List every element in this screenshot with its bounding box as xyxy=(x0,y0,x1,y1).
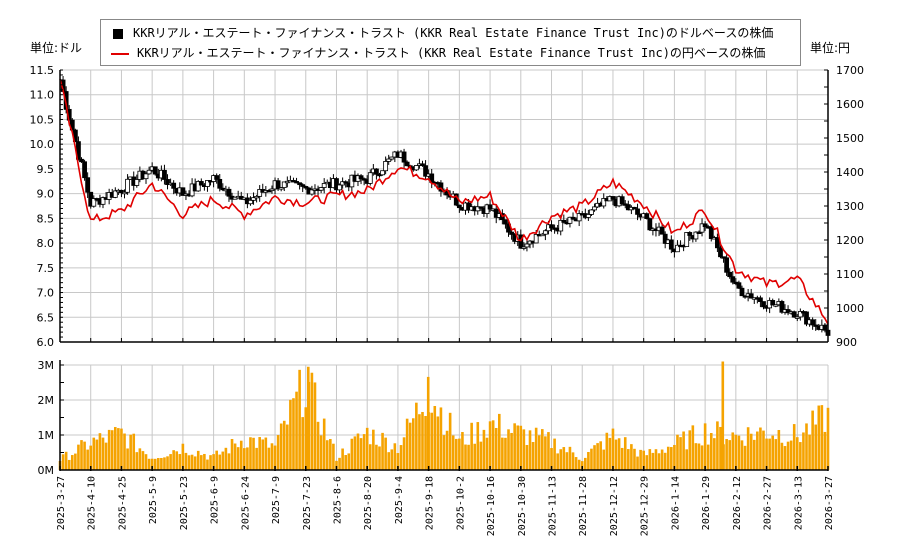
svg-text:2025-8-6: 2025-8-6 xyxy=(332,476,343,524)
svg-text:8.5: 8.5 xyxy=(37,212,55,225)
svg-text:7.0: 7.0 xyxy=(37,287,55,300)
svg-text:1500: 1500 xyxy=(836,132,864,145)
svg-text:2025-5-23: 2025-5-23 xyxy=(179,476,190,530)
svg-text:2025-9-4: 2025-9-4 xyxy=(394,476,405,524)
svg-text:2026-3-27: 2026-3-27 xyxy=(824,476,835,530)
svg-text:1100: 1100 xyxy=(836,268,864,281)
svg-text:2025-11-28: 2025-11-28 xyxy=(578,476,589,536)
volume-bars xyxy=(58,361,830,470)
svg-text:2M: 2M xyxy=(38,394,55,407)
svg-text:6.0: 6.0 xyxy=(37,336,55,349)
right-axis-unit: 単位:円 xyxy=(810,41,851,55)
svg-text:11.5: 11.5 xyxy=(30,64,55,77)
svg-text:2025-10-2: 2025-10-2 xyxy=(455,476,466,530)
svg-text:2025-7-23: 2025-7-23 xyxy=(302,476,313,530)
svg-text:1M: 1M xyxy=(38,429,55,442)
svg-text:8.0: 8.0 xyxy=(37,237,55,250)
chart-legend: KKRリアル・エステート・ファイナンス・トラスト (KKR Real Estat… xyxy=(100,19,801,66)
legend-label-usd: KKRリアル・エステート・ファイナンス・トラスト (KKR Real Estat… xyxy=(133,26,774,40)
svg-text:2025-3-27: 2025-3-27 xyxy=(56,476,67,530)
svg-text:2025-6-24: 2025-6-24 xyxy=(240,476,251,530)
svg-text:1000: 1000 xyxy=(836,302,864,315)
svg-text:3M: 3M xyxy=(38,359,55,372)
svg-text:2025-8-20: 2025-8-20 xyxy=(363,476,374,530)
svg-text:2025-10-30: 2025-10-30 xyxy=(517,476,528,536)
svg-text:2025-6-9: 2025-6-9 xyxy=(210,476,221,524)
svg-text:2025-7-9: 2025-7-9 xyxy=(271,476,282,524)
legend-swatch-candle-icon xyxy=(113,28,123,39)
svg-text:2025-12-29: 2025-12-29 xyxy=(640,476,651,536)
left-axis-unit: 単位:ドル xyxy=(30,41,83,55)
svg-text:1400: 1400 xyxy=(836,166,864,179)
svg-text:11.0: 11.0 xyxy=(30,89,55,102)
svg-text:10.0: 10.0 xyxy=(30,138,55,151)
legend-label-jpy: KKRリアル・エステート・ファイナンス・トラスト (KKR Real Estat… xyxy=(137,46,766,60)
chart-axes xyxy=(59,69,829,471)
svg-text:2026-1-29: 2026-1-29 xyxy=(701,476,712,530)
svg-text:2026-3-13: 2026-3-13 xyxy=(793,476,804,530)
svg-text:2025-12-12: 2025-12-12 xyxy=(609,476,620,536)
axis-labels: 6.0 6.5 7.0 7.5 8.0 8.5 9.0 9.5 10.0 10.5 11.0 11.5… xyxy=(30,64,865,536)
svg-text:1600: 1600 xyxy=(836,98,864,111)
svg-text:2026-2-27: 2026-2-27 xyxy=(763,476,774,530)
svg-text:10.5: 10.5 xyxy=(30,113,55,126)
svg-text:1200: 1200 xyxy=(836,234,864,247)
svg-text:1300: 1300 xyxy=(836,200,864,213)
svg-text:2025-4-10: 2025-4-10 xyxy=(87,476,98,530)
usd-candles xyxy=(60,76,831,336)
legend-item-usd: KKRリアル・エステート・ファイナンス・トラスト (KKR Real Estat… xyxy=(111,25,773,41)
svg-text:9.0: 9.0 xyxy=(37,188,55,201)
legend-item-jpy: KKRリアル・エステート・ファイナンス・トラスト (KKR Real Estat… xyxy=(111,45,765,61)
svg-text:0M: 0M xyxy=(38,464,55,477)
svg-text:2026-2-12: 2026-2-12 xyxy=(732,476,743,530)
svg-text:2025-5-9: 2025-5-9 xyxy=(148,476,159,524)
svg-text:2026-1-14: 2026-1-14 xyxy=(670,476,681,530)
svg-text:6.5: 6.5 xyxy=(37,311,55,324)
svg-text:2025-4-25: 2025-4-25 xyxy=(117,476,128,530)
legend-swatch-line-icon xyxy=(111,52,129,55)
svg-text:2025-9-18: 2025-9-18 xyxy=(425,476,436,530)
svg-text:2025-10-16: 2025-10-16 xyxy=(486,476,497,536)
svg-text:7.5: 7.5 xyxy=(37,262,55,275)
svg-text:2025-11-13: 2025-11-13 xyxy=(548,476,559,536)
jpy-price-line xyxy=(59,78,829,325)
svg-text:1700: 1700 xyxy=(836,64,864,77)
svg-text:9.5: 9.5 xyxy=(37,163,55,176)
svg-text:900: 900 xyxy=(836,336,857,349)
